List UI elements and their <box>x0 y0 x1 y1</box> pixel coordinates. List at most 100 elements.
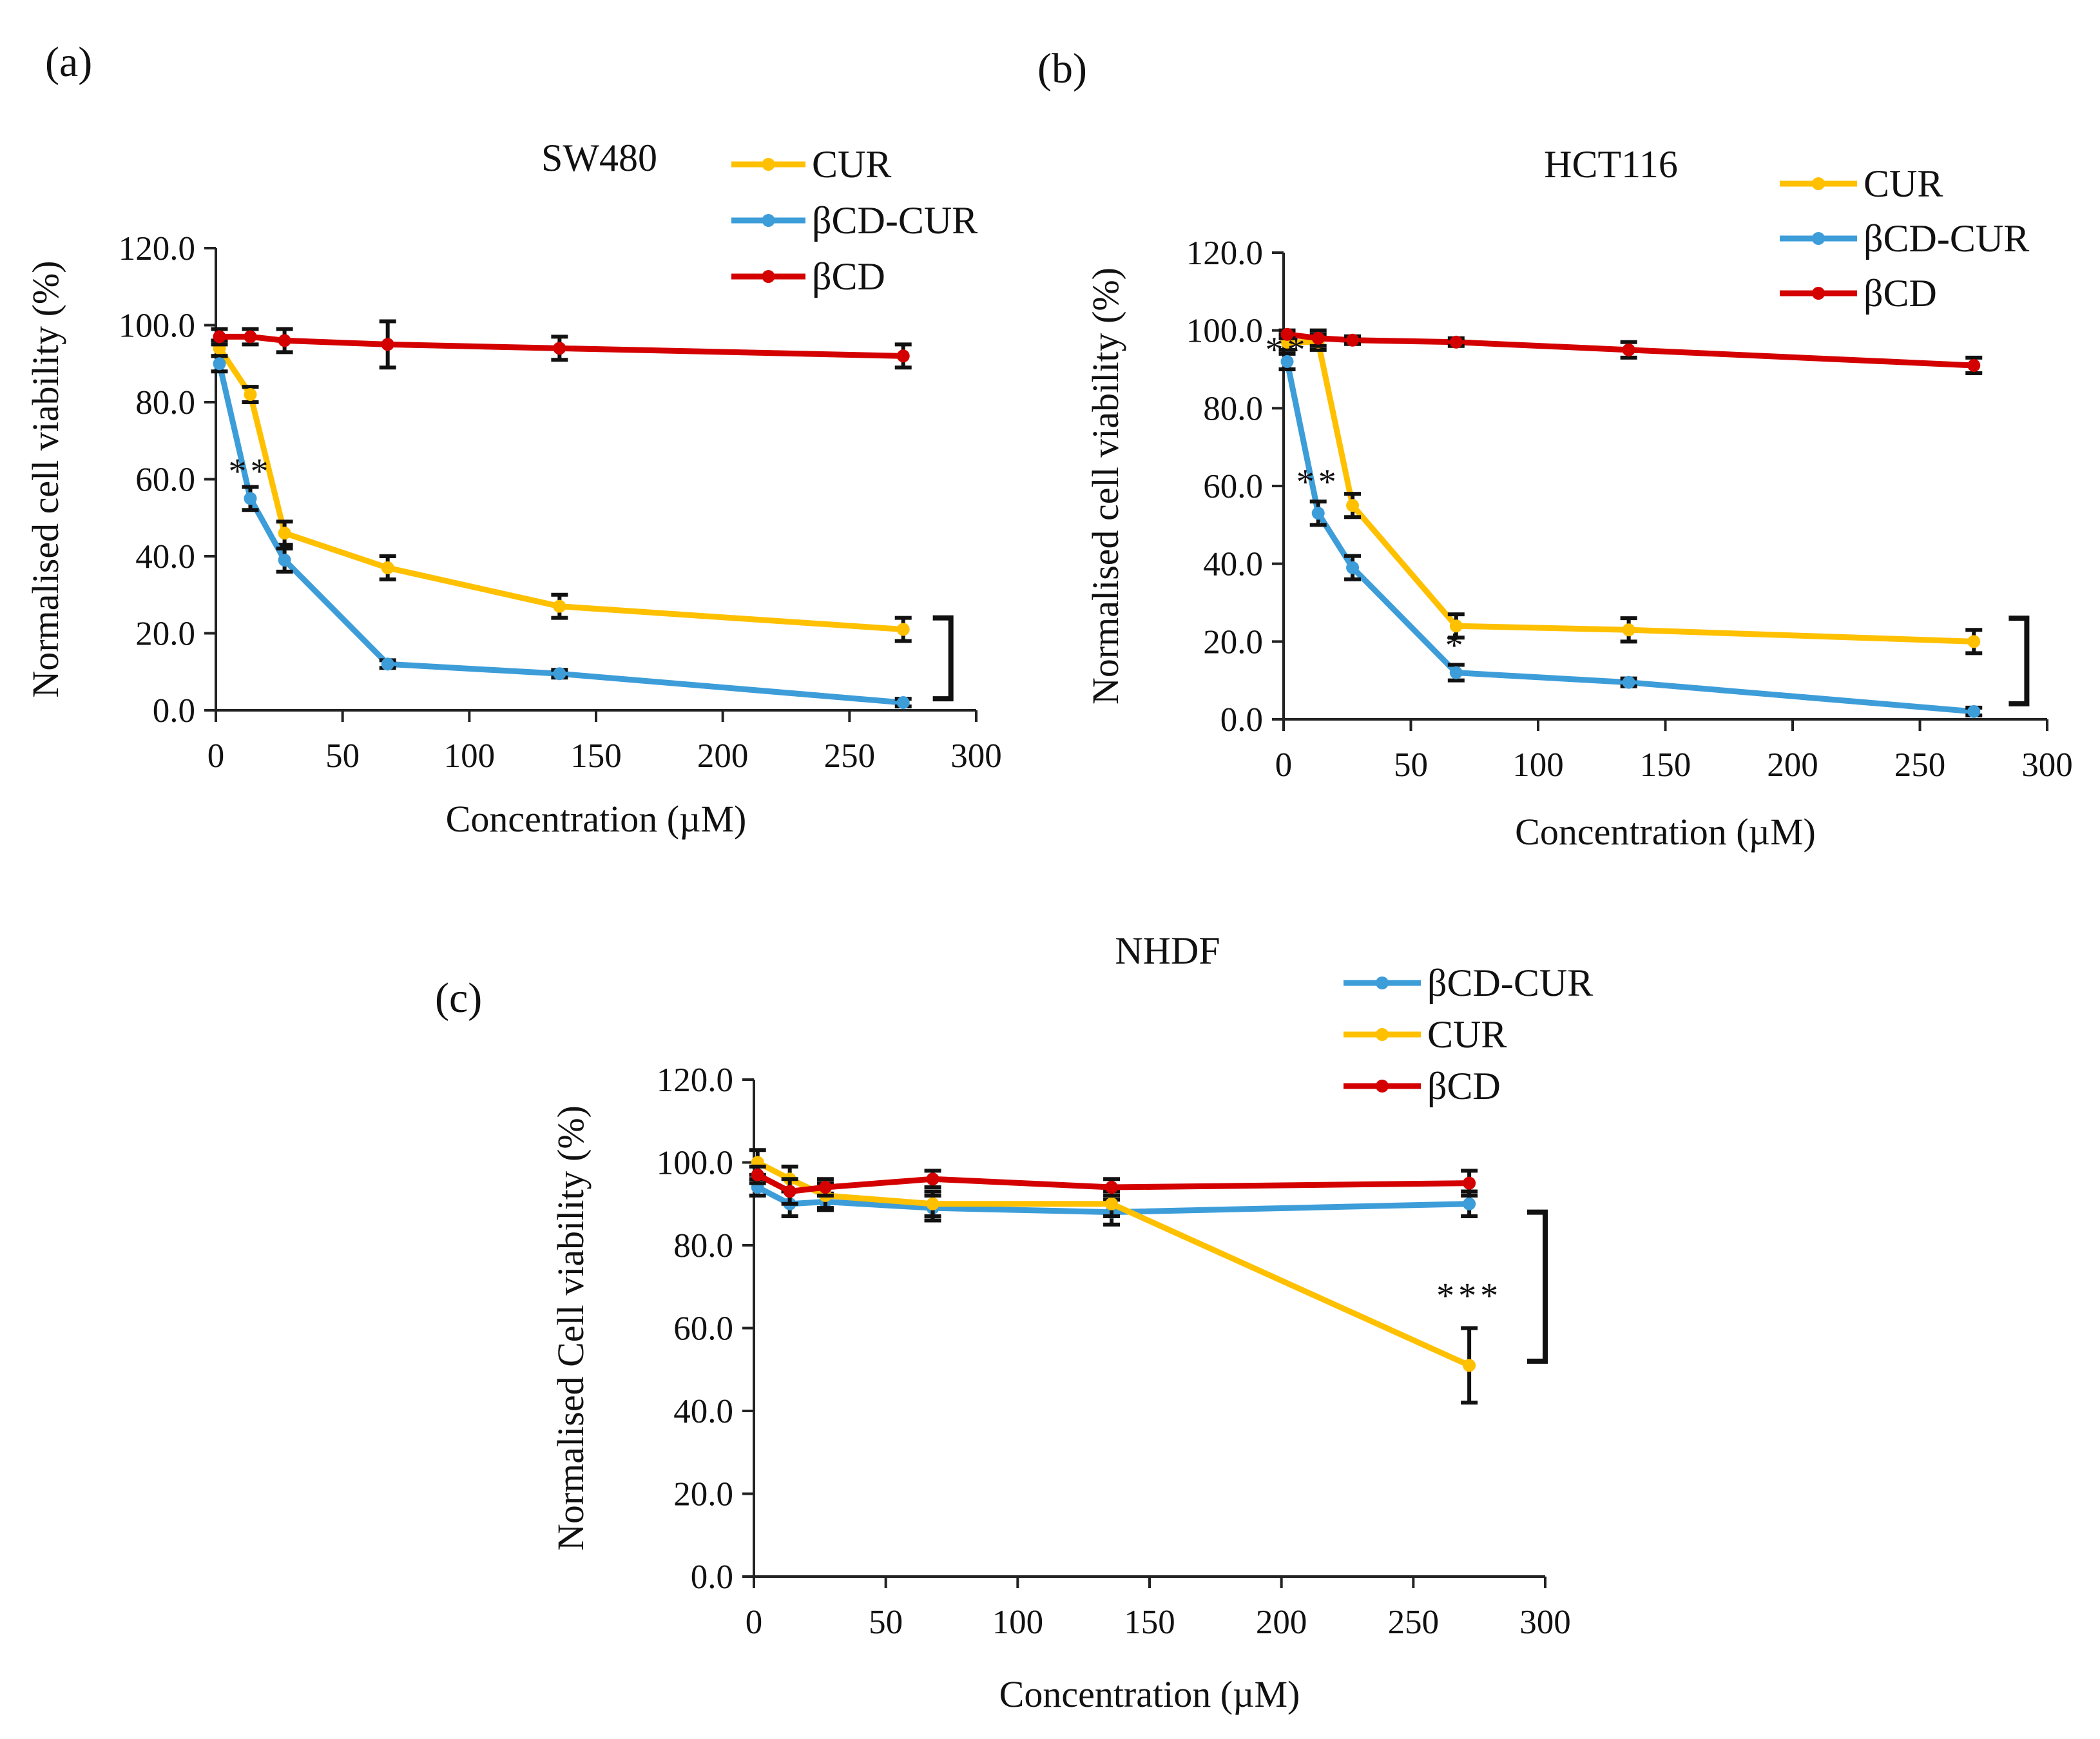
y-tick-label: 60.0 <box>673 1310 733 1348</box>
y-tick-label: 0.0 <box>153 692 195 730</box>
legend-swatch-marker <box>1376 1028 1389 1041</box>
data-point <box>1346 499 1360 512</box>
significance-bracket <box>932 615 954 702</box>
x-tick-label: 250 <box>1388 1604 1440 1641</box>
x-tick-label: 100 <box>1512 746 1564 784</box>
significance-marker: ** <box>1296 462 1340 502</box>
data-point <box>553 342 566 355</box>
data-point <box>1967 358 1981 372</box>
legend-label: βCD-CUR <box>812 199 978 242</box>
y-tick-label: 120.0 <box>119 230 195 267</box>
legend-swatch-marker <box>762 270 775 283</box>
data-point <box>1463 1197 1476 1210</box>
x-axis-label: Concentration (µM) <box>999 1673 1300 1715</box>
data-point <box>213 330 226 344</box>
legend-swatch-marker <box>1376 976 1389 989</box>
legend-label: βCD-CUR <box>1427 962 1593 1004</box>
series-bCD <box>749 1164 1478 1206</box>
x-tick-label: 300 <box>950 737 1002 775</box>
x-tick-label: 300 <box>1519 1604 1571 1641</box>
y-tick-label: 0.0 <box>691 1559 733 1596</box>
data-point <box>1346 333 1360 347</box>
data-point <box>278 527 291 540</box>
data-point <box>1622 343 1635 356</box>
y-tick-label: 100.0 <box>119 307 195 345</box>
x-tick-label: 50 <box>1394 746 1428 784</box>
legend-swatch-marker <box>762 158 775 171</box>
series-bCD <box>211 319 912 370</box>
significance-marker: *** <box>1436 1276 1502 1316</box>
y-tick-label: 0.0 <box>1220 701 1263 739</box>
data-point <box>553 599 566 613</box>
data-point <box>783 1185 796 1198</box>
significance-marker: * <box>1445 625 1467 665</box>
significance-marker: ** <box>1266 330 1309 370</box>
data-point <box>1280 327 1294 341</box>
data-point <box>1449 666 1463 679</box>
data-point <box>244 388 257 402</box>
data-point <box>1105 1181 1119 1194</box>
data-point <box>751 1168 764 1181</box>
y-tick-label: 20.0 <box>1203 623 1263 661</box>
data-point <box>213 357 226 371</box>
legend-label: CUR <box>1864 162 1943 205</box>
y-tick-label: 40.0 <box>1203 546 1263 583</box>
x-tick-label: 150 <box>1124 1604 1175 1641</box>
series-line <box>1284 358 1977 715</box>
legend-swatch-marker <box>1812 287 1825 300</box>
x-tick-label: 200 <box>1256 1604 1307 1641</box>
series-line <box>217 345 907 633</box>
legend-swatch-marker <box>1812 177 1825 190</box>
chart-title: HCT116 <box>1544 143 1678 186</box>
data-point <box>278 334 291 347</box>
y-tick-label: 80.0 <box>1203 390 1263 427</box>
y-axis-label: Normalised Cell viability (%) <box>550 1105 592 1551</box>
series-line <box>217 360 907 706</box>
x-tick-label: 200 <box>1767 746 1818 784</box>
legend-label: βCD-CUR <box>1864 217 2029 260</box>
x-tick-label: 300 <box>2021 746 2073 784</box>
x-tick-label: 150 <box>1640 746 1691 784</box>
legend-label: CUR <box>1427 1013 1507 1056</box>
data-point <box>1622 623 1635 637</box>
x-tick-label: 100 <box>444 737 496 775</box>
legend-swatch-marker <box>1376 1080 1389 1093</box>
y-tick-label: 20.0 <box>135 616 195 653</box>
y-tick-label: 40.0 <box>135 538 195 576</box>
chart-title: NHDF <box>1115 929 1220 972</box>
data-point <box>1967 704 1981 718</box>
x-tick-label: 50 <box>325 737 360 775</box>
y-tick-label: 80.0 <box>673 1227 733 1265</box>
y-tick-label: 60.0 <box>135 461 195 499</box>
series-bCD <box>1278 327 1983 376</box>
data-point <box>1622 675 1635 689</box>
series-bCD-CUR <box>1278 351 1983 718</box>
x-axis-label: Concentration (µM) <box>446 798 747 840</box>
series-bCD-CUR <box>211 354 912 710</box>
data-point <box>896 349 910 363</box>
y-tick-label: 60.0 <box>1203 468 1263 505</box>
data-point <box>896 623 910 636</box>
data-point <box>1967 635 1981 648</box>
y-tick-label: 120.0 <box>1186 235 1263 272</box>
chart-panel-1: (a) SW480 0.0 20.0 40.0 60.0 80.0 100.0 120.0 0 50… <box>24 39 1002 840</box>
data-point <box>1346 561 1360 574</box>
legend: CUR βCD-CUR βCD <box>1780 162 2029 315</box>
data-point <box>278 553 291 567</box>
data-point <box>1463 1359 1476 1372</box>
data-point <box>244 330 257 344</box>
legend-label: βCD <box>1864 272 1937 315</box>
y-tick-label: 100.0 <box>657 1145 733 1182</box>
x-tick-label: 0 <box>207 737 225 775</box>
x-tick-label: 50 <box>869 1604 903 1641</box>
legend-label: CUR <box>812 143 891 186</box>
data-point <box>1311 331 1325 345</box>
series-line <box>1284 339 1977 645</box>
data-point <box>381 338 394 351</box>
panel-label: (a) <box>45 39 92 86</box>
y-tick-label: 120.0 <box>657 1062 733 1099</box>
data-point <box>1449 335 1463 349</box>
significance-bracket <box>2008 616 2030 706</box>
legend-swatch-marker <box>1812 232 1825 245</box>
